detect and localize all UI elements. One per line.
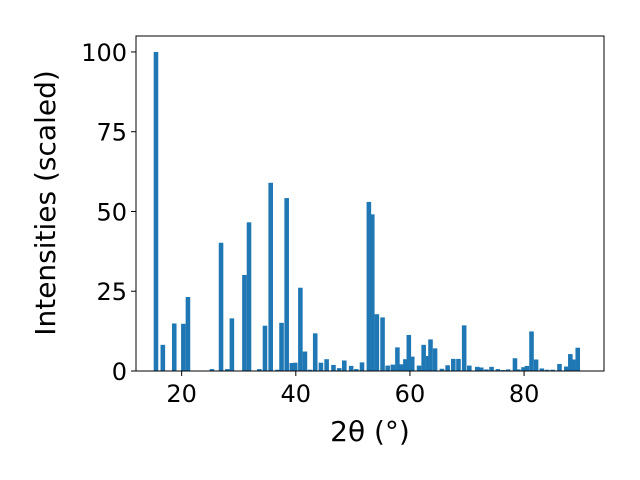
y-tick-label: 25: [96, 278, 127, 306]
axes-layer: [135, 35, 605, 372]
y-axis-ticks: 0 25 50 75 100: [81, 39, 136, 386]
bar: [390, 364, 396, 371]
bar: [284, 198, 289, 371]
bar: [302, 351, 308, 371]
bar: [171, 323, 177, 371]
bar: [421, 344, 426, 371]
bar: [550, 369, 555, 371]
bar: [495, 369, 501, 371]
bar: [456, 358, 461, 371]
bar: [289, 363, 295, 371]
bar: [544, 369, 550, 371]
bar: [432, 348, 438, 371]
bar: [298, 287, 303, 371]
bar: [218, 242, 224, 371]
bar: [439, 368, 445, 371]
bar: [575, 347, 581, 371]
bar: [268, 182, 273, 371]
bar: [160, 344, 166, 371]
y-tick-label: 75: [96, 119, 127, 147]
bar: [399, 364, 404, 371]
bar: [489, 366, 494, 371]
bar: [336, 368, 342, 371]
bar: [318, 362, 324, 371]
bar: [374, 314, 380, 371]
x-tick-label: 80: [509, 380, 540, 408]
bar: [307, 369, 313, 371]
bar: [380, 317, 385, 371]
bar: [505, 369, 511, 371]
bar: [416, 365, 422, 371]
plot-frame: [135, 35, 605, 372]
bar: [257, 369, 262, 371]
bar: [557, 363, 562, 371]
bar: [512, 358, 518, 371]
bar: [529, 331, 534, 371]
bar: [366, 201, 372, 371]
bar: [262, 325, 268, 371]
bars-layer: [153, 51, 581, 371]
x-axis-label: 2θ (°): [330, 415, 410, 448]
bar: [524, 365, 530, 371]
bar: [292, 362, 298, 371]
bar: [516, 369, 521, 371]
bar: [354, 369, 359, 371]
x-tick-label: 60: [395, 380, 426, 408]
bar: [484, 369, 489, 371]
bar: [370, 214, 375, 371]
bar: [445, 365, 450, 371]
bar: [185, 296, 191, 371]
bar: [451, 358, 456, 371]
bar: [521, 367, 526, 371]
bar: [225, 369, 230, 371]
bar: [348, 365, 354, 371]
x-axis-ticks: 20 40 60 80: [166, 371, 539, 408]
bar: [242, 274, 247, 371]
bar: [539, 368, 545, 371]
bar: [479, 367, 484, 371]
bar: [568, 354, 573, 371]
bar: [153, 51, 159, 371]
bar: [359, 362, 365, 371]
bar: [564, 366, 569, 371]
bar: [385, 365, 390, 371]
bar: [181, 323, 186, 371]
bar: [409, 356, 415, 371]
x-tick-label: 40: [281, 380, 312, 408]
bar: [467, 365, 472, 371]
bar: [461, 325, 467, 371]
bar: [395, 347, 400, 371]
y-tick-label: 50: [96, 198, 127, 226]
bar: [275, 369, 280, 371]
bar: [209, 369, 215, 371]
x-tick-label: 20: [166, 380, 197, 408]
y-axis-label: Intensities (scaled): [29, 70, 62, 336]
bar: [342, 360, 347, 371]
bar: [403, 359, 408, 371]
bar: [428, 339, 433, 371]
bar: [475, 366, 480, 371]
bar: [406, 334, 412, 371]
y-tick-label: 0: [112, 358, 127, 386]
bar: [331, 364, 336, 371]
bar: [246, 222, 252, 371]
y-tick-label: 100: [81, 39, 127, 67]
bar: [229, 318, 235, 371]
bar: [312, 333, 318, 371]
bar: [279, 322, 284, 371]
bar: [570, 359, 576, 371]
bar: [533, 359, 539, 371]
bar: [324, 359, 329, 371]
